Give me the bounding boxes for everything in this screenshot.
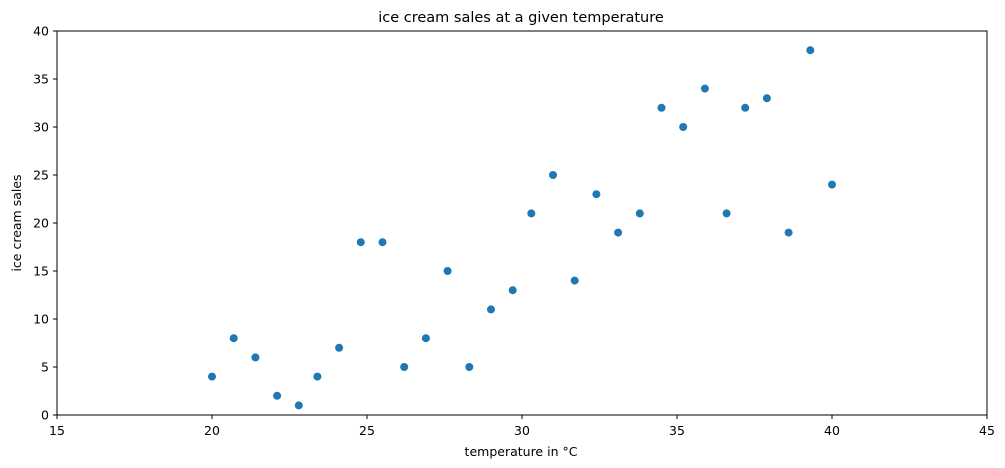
data-point — [487, 305, 495, 314]
x-tick-label: 25 — [359, 423, 375, 438]
y-tick-label: 0 — [41, 408, 49, 423]
data-point — [570, 276, 579, 285]
data-point — [356, 238, 365, 247]
data-point — [421, 334, 430, 343]
x-tick-label: 35 — [669, 423, 685, 438]
data-point — [828, 180, 836, 189]
axes-frame — [56, 30, 988, 416]
data-point — [700, 84, 709, 93]
data-point — [762, 94, 771, 103]
data-point — [443, 267, 452, 275]
data-point — [508, 286, 517, 295]
data-point — [229, 334, 238, 343]
data-point — [614, 228, 623, 237]
y-tick-label: 35 — [33, 72, 49, 87]
data-point — [251, 353, 260, 362]
plot-area — [56, 30, 988, 416]
data-point — [784, 228, 793, 237]
data-point — [722, 209, 731, 218]
data-point — [806, 46, 815, 55]
y-tick-label: 15 — [33, 264, 49, 279]
data-points — [208, 46, 836, 410]
data-point — [549, 171, 557, 179]
data-point — [741, 103, 750, 112]
x-tick-label: 45 — [979, 423, 995, 438]
x-axis: 15 20 25 30 35 40 45 — [49, 415, 995, 438]
chart-title: ice cream sales at a given temperature — [378, 10, 664, 26]
data-point — [592, 190, 601, 199]
y-tick-label: 10 — [33, 312, 49, 327]
data-point — [679, 123, 688, 131]
y-tick-label: 40 — [33, 24, 49, 39]
data-point — [657, 103, 666, 112]
data-point — [273, 391, 282, 400]
x-tick-label: 40 — [824, 423, 840, 438]
y-tick-label: 5 — [41, 360, 49, 375]
data-point — [208, 372, 216, 381]
y-axis: 0 5 10 15 20 25 30 35 40 — [33, 24, 57, 423]
data-point — [527, 209, 536, 218]
x-tick-label: 30 — [514, 423, 530, 438]
data-point — [378, 238, 387, 247]
y-tick-label: 25 — [33, 168, 49, 183]
x-tick-label: 20 — [204, 423, 220, 438]
y-tick-label: 20 — [33, 216, 49, 231]
x-axis-label: temperature in °C — [465, 444, 578, 459]
x-tick-label: 15 — [49, 423, 65, 438]
data-point — [313, 372, 322, 381]
data-point — [400, 363, 409, 371]
y-tick-label: 30 — [33, 120, 49, 135]
data-point — [335, 343, 344, 352]
data-point — [635, 209, 644, 218]
y-axis-label: ice cream sales — [9, 174, 24, 271]
data-point — [465, 363, 474, 371]
data-point — [294, 401, 303, 410]
